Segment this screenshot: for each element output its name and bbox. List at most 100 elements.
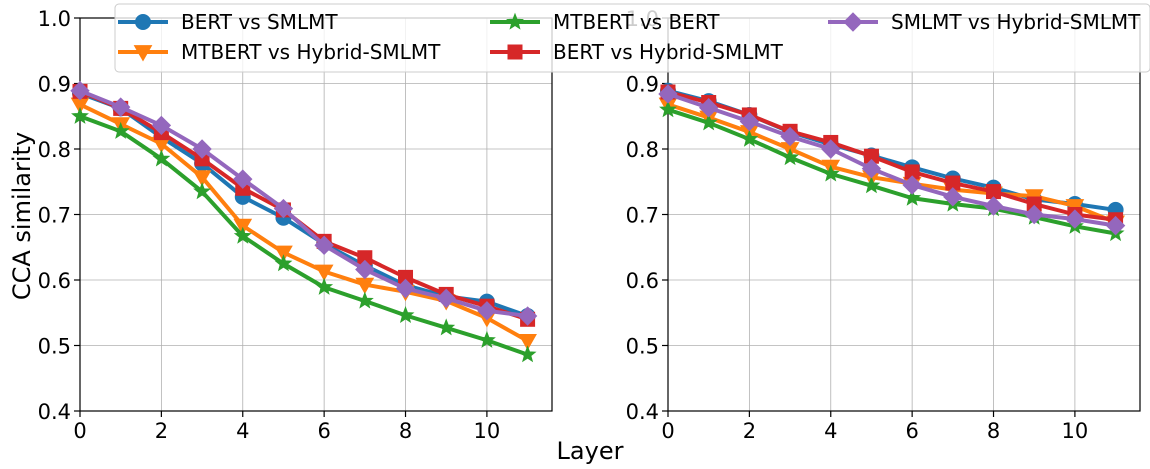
data-point (314, 235, 334, 255)
data-point (274, 254, 293, 272)
data-point (274, 245, 293, 262)
x-tick-label: 4 (824, 419, 837, 443)
data-point (355, 259, 375, 280)
data-point (151, 115, 172, 136)
data-point (698, 98, 719, 118)
data-point (781, 148, 800, 166)
series-line (79, 102, 529, 343)
series-line (79, 114, 529, 357)
legend-entry: SMLMT vs Hybrid-SMLMT (828, 10, 1141, 34)
legend-entry: MTBERT vs BERT (490, 10, 720, 34)
series-bert-vs-hybrid-smlmt (72, 83, 536, 327)
y-tick-label: 0.7 (38, 204, 71, 228)
data-point (71, 106, 89, 124)
x-tick-label: 2 (155, 419, 168, 443)
legend-marker (133, 45, 153, 62)
y-tick-label: 0.6 (38, 269, 71, 293)
legend-label: MTBERT vs Hybrid-SMLMT (181, 40, 441, 64)
data-point (111, 121, 130, 139)
y-tick-label: 0.5 (626, 335, 659, 359)
data-point (1024, 204, 1044, 225)
data-point (740, 129, 759, 147)
data-point (699, 113, 718, 131)
data-point (518, 334, 537, 351)
data-point (193, 182, 212, 200)
legend-marker (135, 14, 151, 30)
series-smlmt-vs-hybrid-smlmt (658, 84, 1126, 236)
y-tick-label: 1.0 (38, 7, 71, 31)
y-axis-label: CCA similarity (8, 132, 36, 300)
data-point (110, 97, 131, 117)
data-point (273, 198, 294, 219)
legend-marker (507, 44, 523, 60)
data-point (903, 188, 922, 206)
data-point (780, 126, 800, 147)
y-tick-label: 0.9 (38, 73, 71, 97)
y-tick-label: 0.8 (38, 138, 71, 162)
data-point (396, 305, 415, 323)
y-tick-label: 0.5 (38, 335, 71, 359)
y-tick-label: 0.6 (626, 269, 659, 293)
data-point (192, 170, 212, 187)
x-tick-label: 6 (905, 419, 918, 443)
legend-entry: BERT vs Hybrid-SMLMT (490, 40, 784, 64)
x-tick-label: 10 (1062, 419, 1089, 443)
data-point (983, 196, 1004, 216)
data-point (315, 277, 334, 295)
series-mtbert-vs-bert (659, 100, 1125, 242)
y-tick-label: 0.4 (626, 400, 659, 424)
data-point (943, 187, 963, 207)
data-point (1065, 209, 1085, 229)
series-line (79, 91, 529, 318)
x-tick-label: 8 (399, 419, 412, 443)
series-mtbert-vs-hybrid-smlmt (70, 97, 537, 351)
x-tick-label: 10 (474, 419, 501, 443)
data-point (395, 278, 416, 299)
data-point (861, 158, 882, 179)
series-bert-vs-smlmt (660, 82, 1124, 218)
y-tick-label: 0.9 (626, 73, 659, 97)
data-point (314, 264, 334, 281)
data-point (70, 80, 90, 101)
legend-label: BERT vs Hybrid-SMLMT (553, 40, 784, 64)
panels-layer: 0 2 4 6 8 10 0.4 0.5 0.6 0.7 0.8 0.9 1.0 0 2 4 6 8 10 0.4 0.… (38, 7, 1141, 443)
data-point (477, 301, 497, 321)
data-point (355, 291, 374, 309)
data-point (436, 288, 456, 309)
series-bert-vs-hybrid-smlmt (660, 84, 1124, 228)
data-point (437, 318, 456, 336)
data-point (518, 345, 537, 363)
legend-label: BERT vs SMLMT (181, 10, 338, 34)
data-point (821, 164, 840, 182)
data-point (739, 111, 760, 132)
data-point (821, 139, 841, 159)
legend-entry: BERT vs SMLMT (118, 10, 338, 34)
data-point (862, 176, 881, 194)
series-smlmt-vs-hybrid-smlmt (70, 80, 538, 326)
y-tick-label: 0.8 (626, 138, 659, 162)
data-point (233, 218, 253, 236)
legend-box (114, 3, 1150, 73)
x-tick-label: 0 (661, 419, 674, 443)
data-point (658, 84, 678, 104)
x-tick-label: 8 (987, 419, 1000, 443)
y-tick-label: 0.7 (626, 204, 659, 228)
data-point (659, 100, 677, 118)
data-point (233, 169, 253, 189)
legend-label: MTBERT vs BERT (553, 10, 720, 34)
data-point (1105, 215, 1126, 236)
x-tick-label: 4 (236, 419, 249, 443)
legend-entry: MTBERT vs Hybrid-SMLMT (118, 40, 441, 64)
data-point (517, 306, 538, 326)
series-line (79, 89, 529, 322)
data-point (902, 175, 922, 195)
x-axis-label: Layer (557, 437, 624, 465)
x-tick-label: 0 (73, 419, 86, 443)
panel-1: 0 2 4 6 8 10 0.4 0.5 0.6 0.7 0.8 0.9 1.0 (38, 7, 553, 443)
legend-marker (506, 12, 524, 30)
legend-label: SMLMT vs Hybrid-SMLMT (891, 10, 1141, 34)
data-point (152, 149, 171, 167)
